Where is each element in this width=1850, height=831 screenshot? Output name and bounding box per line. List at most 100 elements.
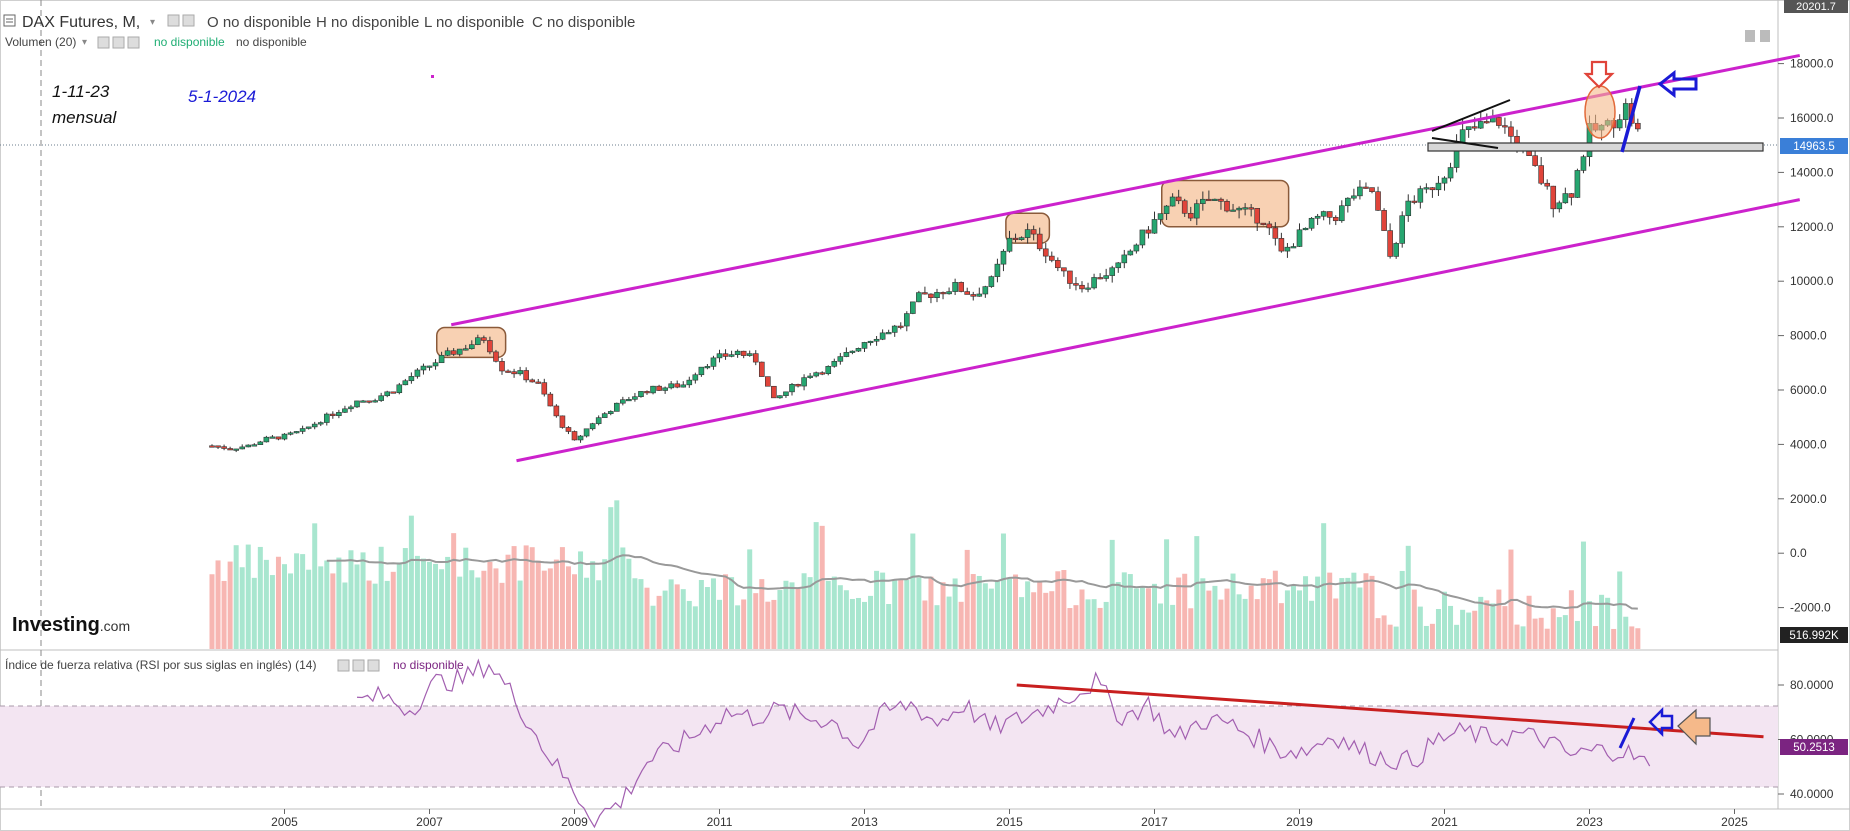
volume-bar: [608, 507, 614, 649]
volume-bar: [1290, 585, 1296, 649]
candle-body: [1254, 208, 1261, 224]
candle-body: [1296, 229, 1303, 247]
volume-bar: [1079, 589, 1085, 649]
volume-bar: [263, 559, 269, 649]
volume-bar: [910, 533, 916, 649]
candle-body: [1266, 223, 1273, 229]
candle-body: [789, 383, 795, 393]
candle-body: [1369, 187, 1375, 192]
candle-body: [831, 361, 838, 367]
candle-body: [1622, 103, 1629, 120]
rsi-close-icon[interactable]: [367, 659, 380, 672]
candle-body: [1574, 170, 1581, 198]
volume-bar: [257, 546, 263, 649]
volume-bar: [245, 544, 251, 649]
volume-bar: [1478, 596, 1484, 649]
candle-body: [656, 385, 662, 391]
volume-visibility-icon[interactable]: [112, 36, 125, 49]
price-tick-label: 12000.0: [1790, 220, 1834, 234]
restore-icon[interactable]: [1760, 30, 1770, 42]
volume-close-icon[interactable]: [127, 36, 140, 49]
candle-body: [493, 351, 499, 362]
candle-body: [1338, 205, 1345, 222]
dropdown-icon[interactable]: ▾: [150, 17, 155, 28]
candle-body: [565, 427, 572, 432]
candle-body: [825, 366, 832, 375]
candle-body: [414, 369, 421, 377]
candle-body: [716, 353, 723, 359]
volume-bar: [275, 556, 281, 649]
volume-bar: [934, 605, 940, 649]
volume-bar: [493, 568, 499, 649]
volume-bar: [300, 554, 306, 649]
volume-bar: [1550, 608, 1556, 649]
volume-bar: [1194, 536, 1200, 649]
volume-bar: [1109, 539, 1115, 649]
channel-upper-line: [450, 53, 1801, 327]
volume-bar: [988, 588, 994, 649]
candle-body: [765, 376, 771, 387]
volume-dropdown-icon[interactable]: ▾: [82, 37, 87, 48]
annotation-period: mensual: [52, 108, 117, 127]
volume-bar: [1242, 598, 1248, 649]
volume-bar: [638, 579, 644, 649]
candle-body: [662, 387, 668, 391]
time-tick-label: 2011: [707, 815, 733, 829]
volume-bar: [825, 580, 831, 649]
top-price-badge: [1784, 0, 1848, 13]
candle-body: [746, 353, 753, 356]
price-tick-label: 8000.0: [1790, 329, 1827, 343]
volume-bar: [1067, 608, 1073, 649]
volume-bar: [668, 579, 674, 649]
candle-body: [861, 342, 868, 349]
volume-bar: [1206, 590, 1212, 649]
maximize-icon[interactable]: [1745, 30, 1755, 42]
candle-body: [626, 399, 632, 402]
volume-bar: [1484, 600, 1490, 649]
candle-body: [438, 354, 445, 364]
volume-bar: [209, 574, 215, 649]
candle-body: [1157, 213, 1164, 220]
volume-bar: [1339, 578, 1345, 649]
collapse-icon[interactable]: [3, 14, 16, 27]
volume-bar: [457, 576, 463, 649]
candle-body: [1109, 267, 1116, 276]
volume-bar: [1611, 628, 1617, 649]
volume-bar: [614, 500, 620, 649]
candle-body: [1175, 196, 1182, 202]
settings-icon[interactable]: [167, 14, 180, 27]
candle-body: [692, 374, 699, 381]
visibility-icon[interactable]: [182, 14, 195, 27]
rsi-visibility-icon[interactable]: [352, 659, 365, 672]
price-tick-label: -2000.0: [1790, 601, 1831, 615]
volume-bar: [1309, 600, 1315, 649]
rsi-settings-icon[interactable]: [337, 659, 350, 672]
candle-body: [366, 400, 372, 403]
volume-bar: [819, 525, 825, 649]
candle-body: [1290, 246, 1297, 249]
volume-bar: [402, 548, 408, 649]
candle-body: [348, 406, 354, 410]
volume-bar: [656, 595, 662, 649]
candle-body: [777, 395, 783, 399]
close-value: C no disponible: [532, 14, 635, 31]
price-tick-label: 2000.0: [1790, 492, 1827, 506]
candle-body: [263, 436, 270, 443]
header-legend: DAX Futures, M, ▾ O no disponible H no d…: [3, 14, 635, 31]
candle-body: [1036, 233, 1043, 250]
volume-bar: [1393, 626, 1399, 649]
volume-bar: [1164, 539, 1170, 649]
candle-body: [1411, 200, 1418, 203]
candle-body: [1000, 250, 1007, 265]
volume-bar: [843, 590, 849, 649]
volume-bar: [1375, 618, 1381, 649]
candle-body: [281, 433, 288, 440]
volume-bar: [396, 562, 402, 649]
candle-body: [994, 263, 1001, 277]
candle-body: [873, 338, 880, 342]
volume-settings-icon[interactable]: [97, 36, 110, 49]
candle-body: [771, 385, 777, 399]
volume-bar: [753, 593, 759, 649]
volume-bar: [795, 588, 801, 649]
